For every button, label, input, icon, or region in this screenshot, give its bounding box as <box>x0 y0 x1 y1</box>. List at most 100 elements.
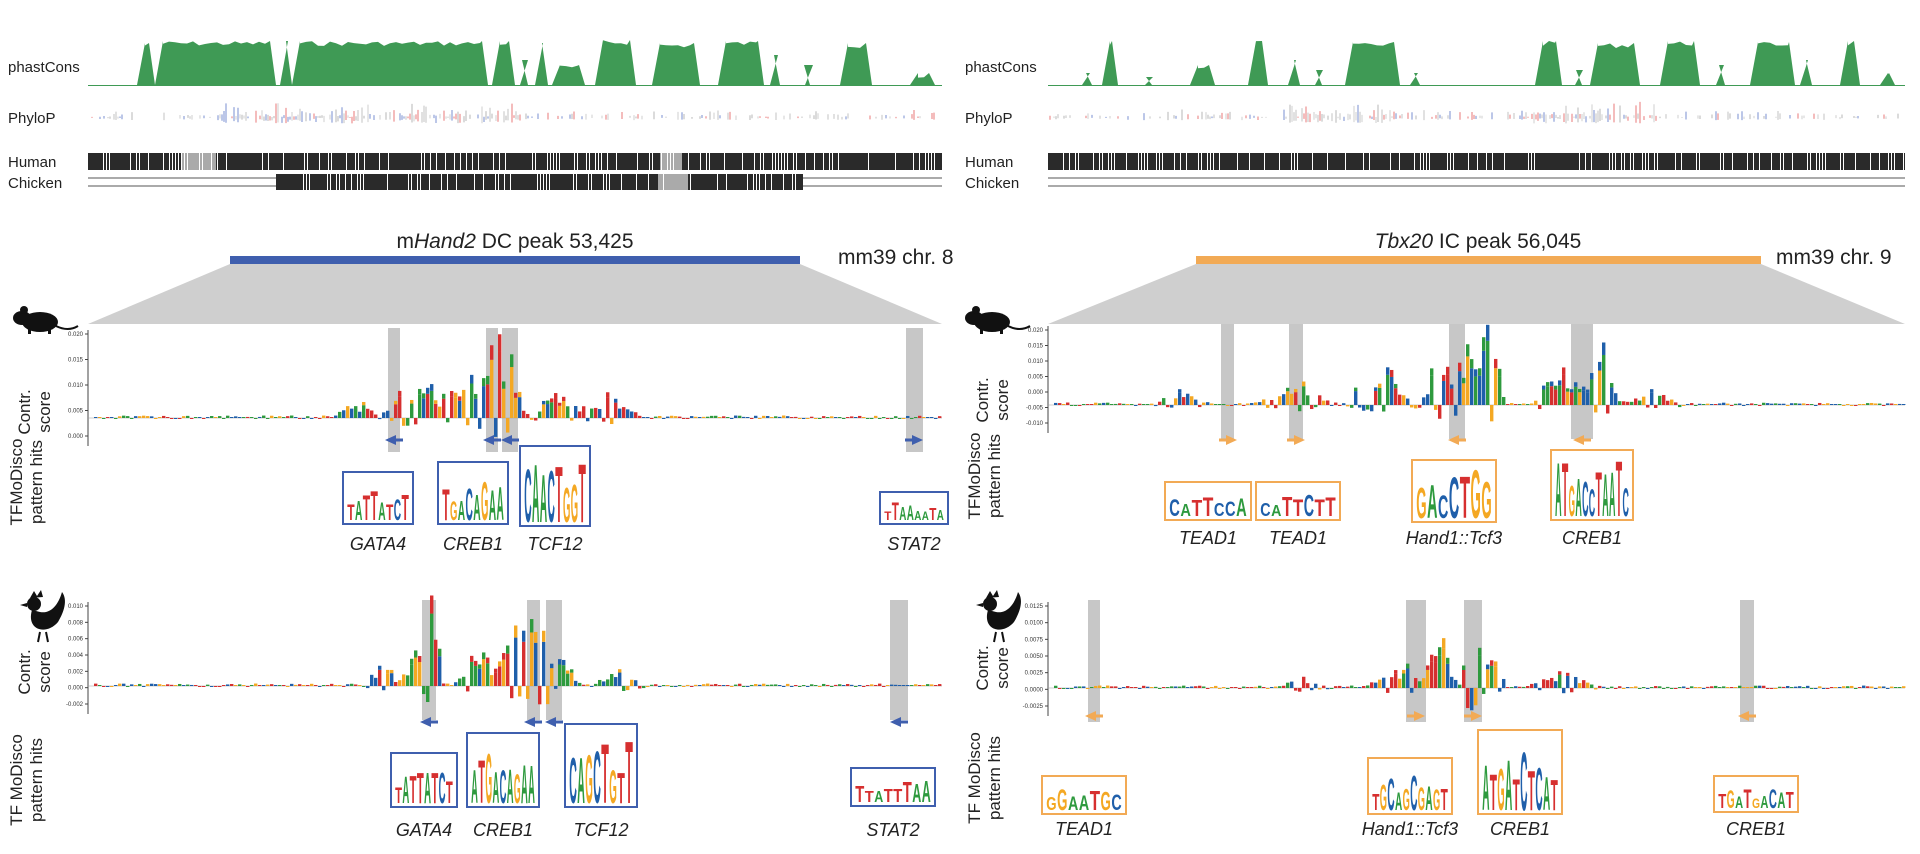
svg-text:C: C <box>1214 499 1225 520</box>
svg-text:G: G <box>1471 457 1481 533</box>
svg-text:-0.005: -0.005 <box>1026 406 1044 412</box>
motif-label: STAT2 <box>887 534 940 554</box>
svg-text:A: A <box>473 487 480 528</box>
svg-text:T: T <box>578 446 585 540</box>
svg-text:A: A <box>1079 792 1089 815</box>
svg-text:A: A <box>458 495 465 526</box>
svg-text:T: T <box>401 487 408 528</box>
svg-text:0.010: 0.010 <box>68 604 84 610</box>
svg-text:T: T <box>478 748 485 816</box>
svg-text:A: A <box>1395 789 1402 816</box>
svg-text:A: A <box>521 753 528 815</box>
motif-label: TEAD1 <box>1179 528 1237 548</box>
svg-text:T: T <box>1325 492 1336 522</box>
svg-text:T: T <box>1203 492 1214 522</box>
svg-text:0.008: 0.008 <box>68 620 84 626</box>
left-panel: phastCons PhyloP Human Chicken mHand2 DC… <box>7 40 954 840</box>
phylop-track-right <box>1049 101 1899 124</box>
svg-text:G: G <box>1057 784 1067 817</box>
svg-text:C: C <box>1410 767 1417 821</box>
svg-text:T: T <box>1372 789 1379 815</box>
svg-text:A: A <box>1735 793 1743 812</box>
motif-label: Hand1::Tcf3 <box>1362 819 1458 839</box>
right-panel: phastCons PhyloP Human Chicken Tbx20 IC … <box>965 41 1906 839</box>
svg-text:A: A <box>528 755 535 815</box>
chicken-alignment-track <box>88 174 942 190</box>
svg-text:A: A <box>1236 494 1247 522</box>
svg-text:G: G <box>1752 795 1760 811</box>
contr-score-label-chicken: Contr.score <box>15 649 54 694</box>
motif-label: GATA4 <box>350 534 406 554</box>
svg-text:G: G <box>571 475 578 534</box>
svg-text:T: T <box>431 764 438 813</box>
svg-text:T: T <box>1596 460 1602 530</box>
svg-text:A: A <box>1602 461 1608 529</box>
svg-text:T: T <box>903 777 912 809</box>
svg-text:0.0100: 0.0100 <box>1025 621 1044 627</box>
pattern-hits-label: TFMoDiscopattern hits <box>7 439 46 526</box>
svg-text:A: A <box>1427 475 1437 528</box>
svg-text:T: T <box>1562 448 1568 533</box>
svg-text:T: T <box>1192 495 1203 521</box>
svg-text:C: C <box>1260 500 1270 520</box>
svg-text:0.006: 0.006 <box>68 637 84 643</box>
svg-text:0.015: 0.015 <box>1028 344 1044 350</box>
svg-text:0.0125: 0.0125 <box>1025 604 1044 610</box>
svg-text:T: T <box>395 783 402 808</box>
peak-bar <box>230 256 800 264</box>
svg-text:A: A <box>1575 468 1581 528</box>
svg-text:G: G <box>1403 784 1410 817</box>
svg-text:0.005: 0.005 <box>68 409 84 415</box>
svg-text:C: C <box>1387 769 1394 820</box>
svg-text:A: A <box>471 761 478 814</box>
svg-text:G: G <box>1101 788 1111 816</box>
zoom-trapezoid-right <box>1048 264 1905 324</box>
svg-text:A: A <box>1760 792 1768 812</box>
phastcons-label-right: phastCons <box>965 59 1037 76</box>
svg-text:A: A <box>424 765 431 813</box>
svg-text:C: C <box>1111 790 1121 815</box>
svg-text:T: T <box>1528 760 1535 823</box>
svg-text:T: T <box>1786 787 1794 813</box>
svg-text:C: C <box>1449 466 1459 531</box>
assembly-label-right: mm39 chr. 9 <box>1776 246 1892 269</box>
svg-text:T: T <box>370 482 378 529</box>
svg-text:C: C <box>524 454 531 538</box>
svg-text:T: T <box>1441 783 1448 817</box>
svg-text:A: A <box>1505 747 1512 826</box>
svg-text:G: G <box>1380 778 1387 818</box>
svg-text:A: A <box>1482 752 1489 824</box>
contr-score-label-right: Contr.score <box>973 377 1012 422</box>
svg-text:T: T <box>884 509 892 523</box>
svg-text:0.0050: 0.0050 <box>1025 654 1044 660</box>
human-alignment-track <box>88 153 942 170</box>
pattern-hits-label-chicken-right: TF MoDiscopattern hits <box>965 732 1004 824</box>
svg-text:-0.0025: -0.0025 <box>1023 704 1044 710</box>
svg-text:A: A <box>912 780 921 808</box>
phastcons-track <box>88 40 942 86</box>
svg-text:T: T <box>417 765 424 813</box>
svg-text:0.000: 0.000 <box>68 686 84 692</box>
svg-text:G: G <box>1433 785 1440 817</box>
svg-text:C: C <box>569 744 577 817</box>
svg-text:A: A <box>874 789 883 806</box>
svg-text:T: T <box>1616 444 1622 533</box>
svg-text:0.0025: 0.0025 <box>1025 671 1044 677</box>
svg-text:T: T <box>363 489 370 528</box>
mouse-icon <box>13 306 79 334</box>
svg-text:A: A <box>489 482 496 530</box>
svg-text:C: C <box>1438 489 1448 525</box>
svg-text:T: T <box>442 481 449 530</box>
svg-text:A: A <box>914 508 922 523</box>
svg-text:T: T <box>1744 784 1752 814</box>
motif-label: Hand1::Tcf3 <box>1406 528 1502 548</box>
svg-text:C: C <box>593 736 601 819</box>
svg-text:G: G <box>585 741 593 818</box>
svg-text:G: G <box>1727 786 1735 814</box>
svg-text:0.000: 0.000 <box>1028 390 1044 396</box>
svg-text:T: T <box>855 781 864 807</box>
mouse-contribution-track: 0.020 0.015 0.010 0.005 0.000 <box>68 328 942 452</box>
svg-text:T: T <box>892 498 899 526</box>
